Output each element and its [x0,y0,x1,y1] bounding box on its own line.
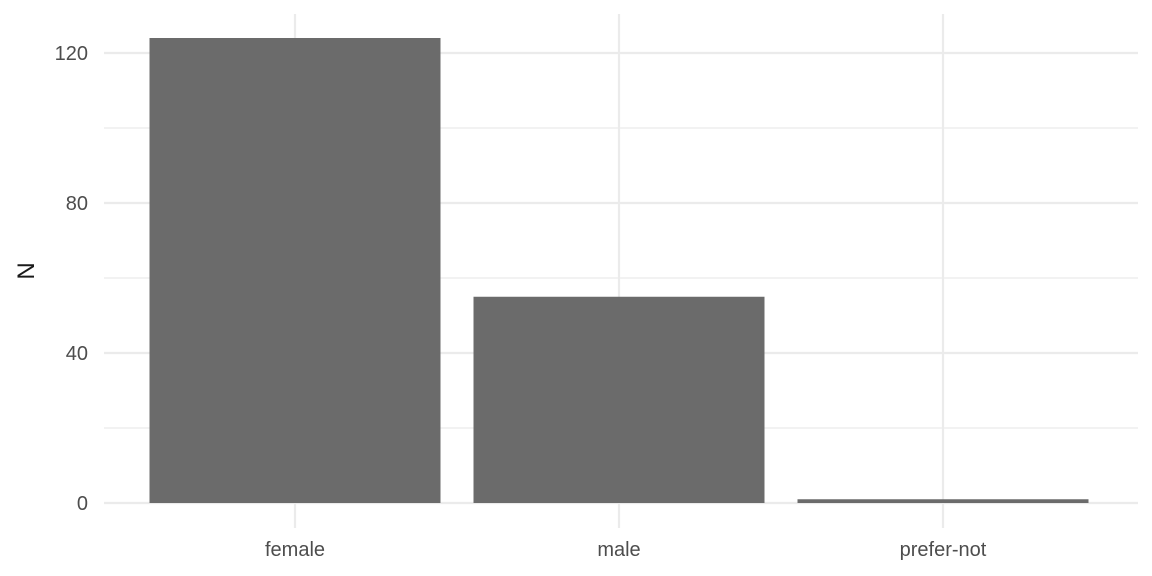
x-tick-label: female [265,539,325,561]
bar-prefer-not [797,499,1089,503]
y-tick-label: 40 [66,343,88,365]
bar-male [473,296,765,503]
bar-female [149,38,441,503]
y-tick-label: 80 [66,193,88,215]
x-tick-label: male [597,539,640,561]
bars [149,38,1089,503]
y-axis-tick-labels: 0 40 80 120 [55,43,88,515]
y-axis-title: N [13,262,40,279]
y-tick-label: 120 [55,43,88,65]
x-axis-tick-labels: female male prefer-not [265,539,987,561]
x-tick-label: prefer-not [900,539,987,561]
y-tick-label: 0 [77,493,88,515]
